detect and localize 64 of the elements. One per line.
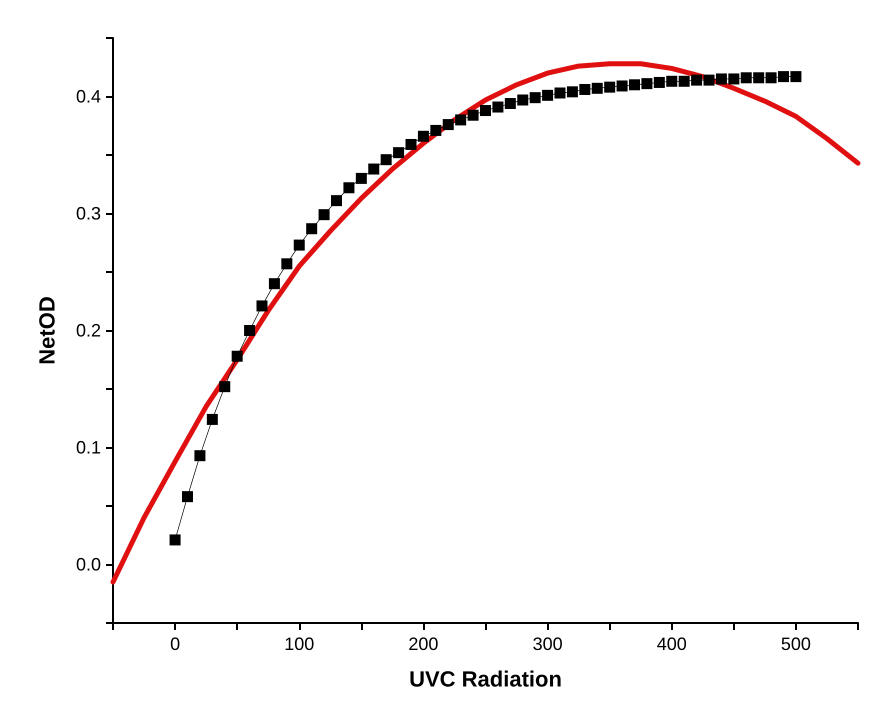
point bbox=[517, 94, 528, 106]
x-tick-label: 200 bbox=[408, 634, 438, 654]
point bbox=[442, 119, 454, 130]
point bbox=[331, 195, 342, 206]
point bbox=[554, 87, 566, 98]
point bbox=[678, 76, 690, 87]
point bbox=[318, 209, 330, 220]
x-tick-label: 0 bbox=[170, 634, 180, 654]
point bbox=[343, 182, 354, 194]
point bbox=[455, 114, 466, 126]
y-tick-label: 0.0 bbox=[76, 554, 101, 574]
point bbox=[281, 258, 292, 270]
point bbox=[368, 164, 380, 175]
point bbox=[790, 71, 802, 82]
y-tick-label: 0.1 bbox=[76, 438, 101, 458]
point bbox=[716, 73, 727, 84]
point bbox=[629, 79, 640, 90]
point bbox=[219, 381, 230, 392]
point bbox=[182, 491, 193, 502]
point bbox=[430, 124, 442, 136]
point bbox=[592, 82, 603, 94]
point bbox=[654, 76, 665, 88]
x-tick-label: 100 bbox=[284, 634, 314, 654]
y-tick-label: 0.3 bbox=[76, 204, 101, 224]
point bbox=[604, 82, 616, 93]
point bbox=[256, 300, 268, 312]
point bbox=[294, 240, 305, 251]
point bbox=[268, 278, 280, 290]
point bbox=[406, 138, 416, 150]
x-axis-title: UVC Radiation bbox=[409, 666, 562, 692]
point bbox=[194, 450, 206, 462]
point bbox=[306, 223, 318, 234]
y-tick-label: 0.2 bbox=[76, 320, 101, 340]
point bbox=[393, 147, 404, 158]
point bbox=[579, 84, 590, 95]
point bbox=[206, 414, 218, 425]
point bbox=[542, 90, 554, 101]
point bbox=[380, 154, 392, 166]
point bbox=[468, 110, 479, 121]
point bbox=[232, 350, 243, 362]
x-tick-label: 500 bbox=[780, 634, 811, 654]
point bbox=[530, 92, 541, 104]
point bbox=[566, 86, 578, 98]
x-tick-label: 300 bbox=[532, 634, 563, 654]
point bbox=[244, 325, 256, 336]
point bbox=[356, 172, 367, 184]
point bbox=[666, 76, 678, 87]
point bbox=[728, 73, 740, 84]
point bbox=[740, 72, 752, 84]
point bbox=[641, 78, 652, 90]
point bbox=[492, 102, 504, 113]
y-tick-label: 0.4 bbox=[76, 86, 101, 106]
point bbox=[753, 72, 764, 84]
point bbox=[616, 80, 628, 92]
point bbox=[704, 74, 714, 86]
point bbox=[480, 105, 491, 116]
point bbox=[778, 71, 789, 82]
y-axis-title: NetOD bbox=[34, 296, 60, 365]
point bbox=[691, 74, 702, 86]
x-tick-label: 400 bbox=[656, 634, 687, 654]
point bbox=[504, 98, 516, 110]
point bbox=[170, 534, 181, 546]
point bbox=[418, 130, 429, 142]
point bbox=[766, 72, 777, 84]
